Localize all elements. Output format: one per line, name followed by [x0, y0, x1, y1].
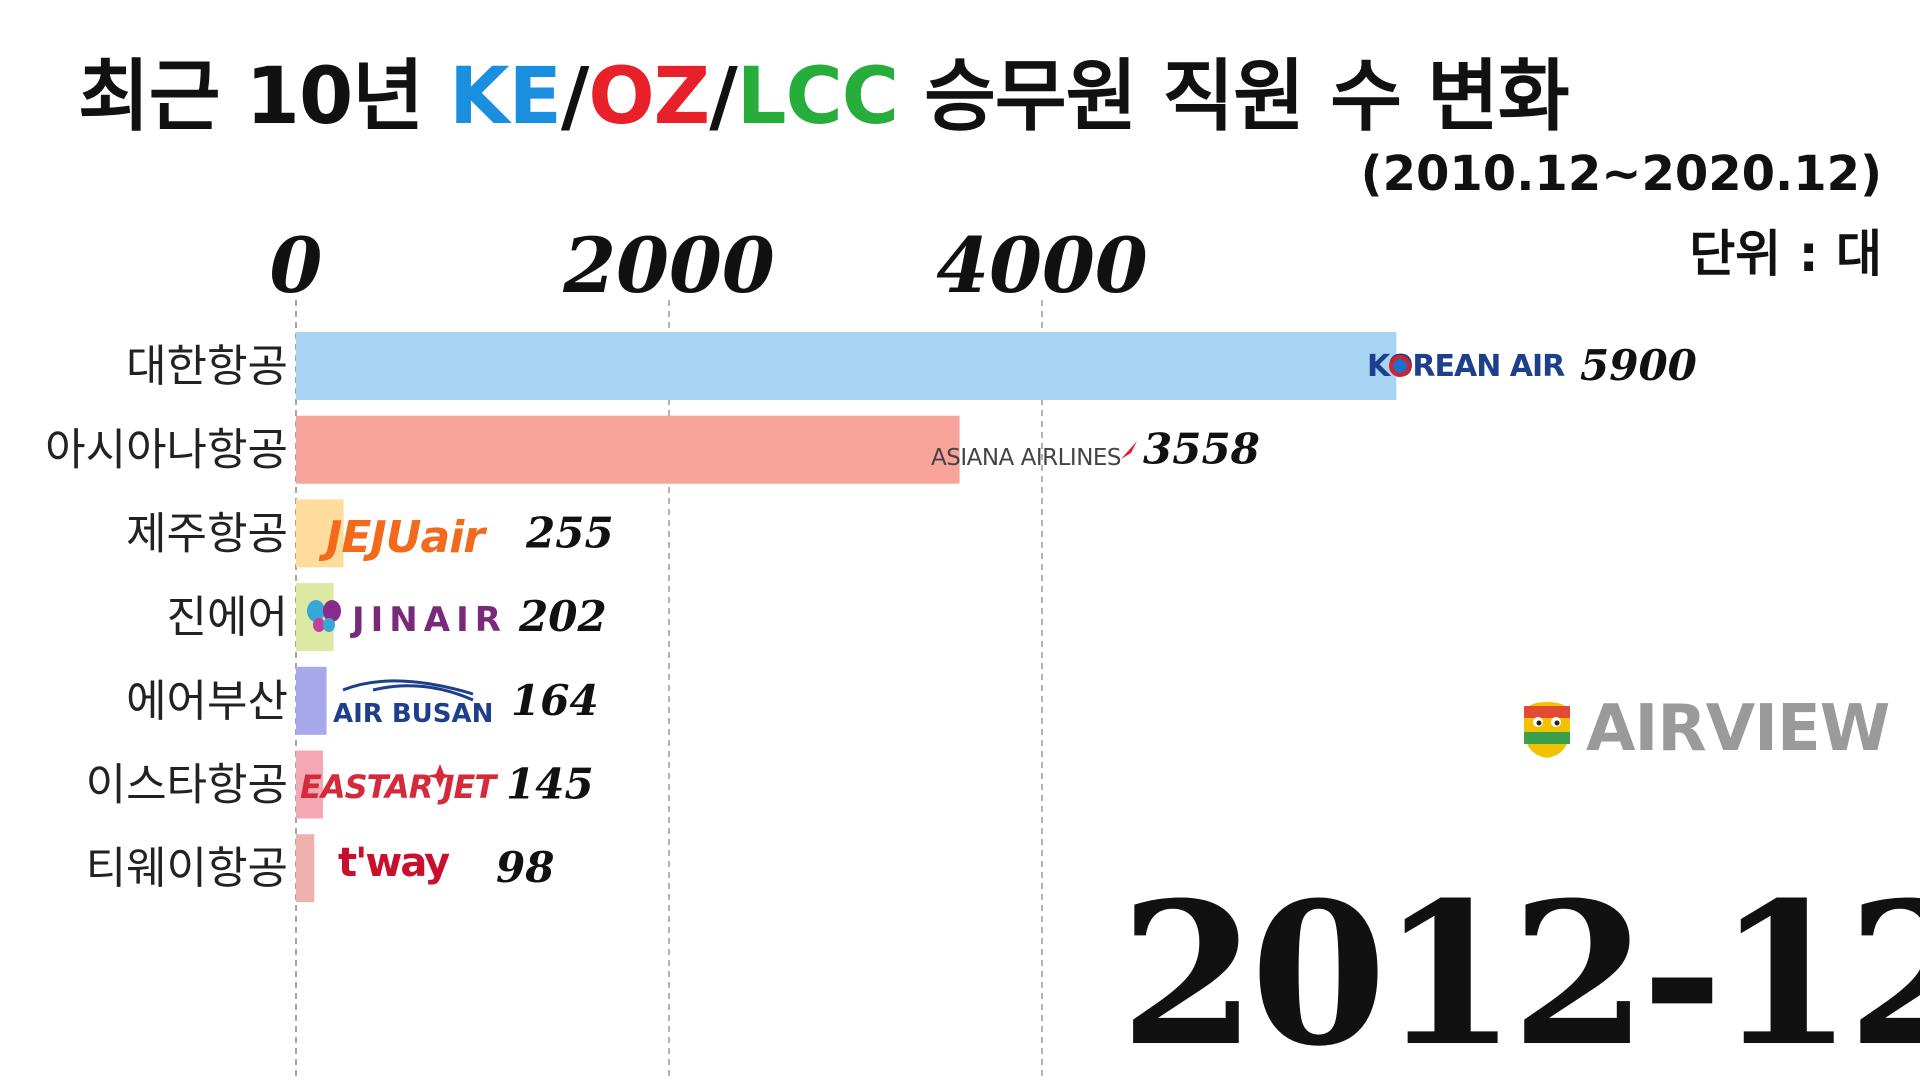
airline-logos: KOREAN AIR ASIANA AIRLINES JEJUair JINAI… — [300, 349, 1566, 886]
asiana-logo-text: ASIANA AIRLINES — [931, 445, 1121, 471]
busan-swoosh-icon — [342, 679, 474, 702]
korean-air-logo: KOREAN AIR — [1367, 349, 1566, 384]
value-labels: 5900 3558 255 202 164 145 98 — [496, 341, 1697, 892]
chart-title: 최근 10년 KE/OZ/LCC 승무원 직원 수 변화 — [78, 34, 1570, 146]
bar — [296, 499, 344, 568]
bar — [296, 332, 1397, 400]
tway-logo: t'way — [338, 840, 452, 886]
jeju-air-logo-text: JEJUair — [318, 512, 487, 563]
airview-mascot-icon — [1524, 702, 1570, 758]
value-label: 3558 — [1143, 425, 1260, 474]
eastar-jet-logo-text: EASTAR JET — [300, 768, 498, 806]
bar — [296, 415, 960, 484]
jin-air-logo-text: JINAIR — [350, 600, 507, 640]
tway-logo-text: t'way — [338, 840, 450, 886]
eastar-star-icon — [426, 764, 454, 788]
title-slash-2: / — [709, 52, 737, 142]
category-label: 제주항공 — [126, 508, 288, 559]
value-label: 5900 — [1580, 341, 1697, 390]
title-lcc: LCC — [736, 52, 899, 142]
bar — [296, 666, 327, 735]
tick-label: 0 — [270, 221, 323, 310]
value-label: 145 — [506, 760, 594, 809]
asiana-wing-icon — [1121, 441, 1137, 459]
title-oz: OZ — [588, 52, 710, 142]
date-label: 2012-12 — [1120, 860, 1920, 1090]
bar — [296, 750, 324, 819]
category-label: 이스타항공 — [86, 760, 288, 811]
category-label: 아시아나항공 — [45, 425, 288, 476]
watermark-text: AIRVIEW — [1586, 692, 1890, 766]
air-busan-logo-text: AIR BUSAN — [333, 699, 493, 729]
title-slash-1: / — [560, 52, 589, 142]
value-label: 98 — [496, 843, 554, 892]
asiana-logo: ASIANA AIRLINES — [931, 441, 1137, 471]
value-label: 164 — [511, 676, 599, 725]
period-label: (2010.12~2020.12) — [1360, 146, 1882, 202]
taeguk-icon — [1389, 355, 1411, 377]
bars — [296, 332, 1397, 903]
tick-label: 2000 — [562, 221, 775, 310]
jeju-air-logo: JEJUair — [318, 512, 488, 563]
eastar-jet-logo: EASTAR JET — [300, 764, 499, 806]
title-prefix: 최근 10년 — [78, 52, 450, 142]
title-ke: KE — [449, 52, 562, 142]
unit-label: 단위 : 대 — [1689, 225, 1882, 283]
tick-label: 4000 — [936, 221, 1148, 310]
category-label: 티웨이항공 — [86, 843, 288, 894]
watermark: AIRVIEW — [1518, 692, 1890, 766]
bar — [296, 834, 315, 903]
value-label: 255 — [525, 508, 614, 557]
category-label: 대한항공 — [126, 341, 288, 392]
butterfly-icon — [307, 600, 341, 632]
category-label: 진에어 — [167, 592, 288, 643]
category-label: 에어부산 — [126, 676, 288, 727]
jin-air-logo: JINAIR — [307, 600, 507, 640]
tick-labels: 0 2000 4000 — [270, 221, 1148, 310]
value-label: 202 — [518, 592, 607, 641]
title-suffix: 승무원 직원 수 변화 — [897, 52, 1570, 142]
air-busan-logo: AIR BUSAN — [333, 679, 493, 729]
